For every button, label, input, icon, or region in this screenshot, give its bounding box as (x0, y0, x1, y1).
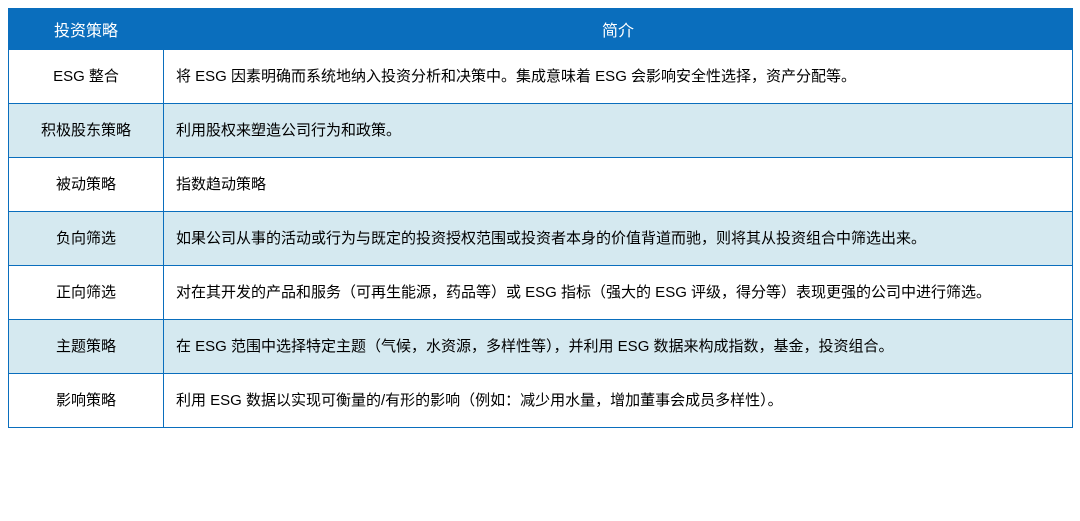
col-header-strategy: 投资策略 (9, 9, 164, 50)
table-row: ESG 整合 将 ESG 因素明确而系统地纳入投资分析和决策中。集成意味着 ES… (9, 50, 1073, 104)
cell-strategy: 负向筛选 (9, 212, 164, 266)
cell-desc: 利用 ESG 数据以实现可衡量的/有形的影响（例如：减少用水量，增加董事会成员多… (164, 374, 1073, 428)
table-row: 负向筛选 如果公司从事的活动或行为与既定的投资授权范围或投资者本身的价值背道而驰… (9, 212, 1073, 266)
col-header-desc: 简介 (164, 9, 1073, 50)
cell-strategy: 主题策略 (9, 320, 164, 374)
table-row: 正向筛选 对在其开发的产品和服务（可再生能源，药品等）或 ESG 指标（强大的 … (9, 266, 1073, 320)
cell-desc: 利用股权来塑造公司行为和政策。 (164, 104, 1073, 158)
table-header-row: 投资策略 简介 (9, 9, 1073, 50)
table-row: 主题策略 在 ESG 范围中选择特定主题（气候，水资源，多样性等），并利用 ES… (9, 320, 1073, 374)
cell-desc: 如果公司从事的活动或行为与既定的投资授权范围或投资者本身的价值背道而驰，则将其从… (164, 212, 1073, 266)
cell-strategy: 影响策略 (9, 374, 164, 428)
cell-desc: 在 ESG 范围中选择特定主题（气候，水资源，多样性等），并利用 ESG 数据来… (164, 320, 1073, 374)
esg-strategies-table: 投资策略 简介 ESG 整合 将 ESG 因素明确而系统地纳入投资分析和决策中。… (8, 8, 1073, 428)
cell-strategy: 正向筛选 (9, 266, 164, 320)
cell-strategy: 被动策略 (9, 158, 164, 212)
table-row: 积极股东策略 利用股权来塑造公司行为和政策。 (9, 104, 1073, 158)
cell-desc: 对在其开发的产品和服务（可再生能源，药品等）或 ESG 指标（强大的 ESG 评… (164, 266, 1073, 320)
table-row: 被动策略 指数趋动策略 (9, 158, 1073, 212)
cell-strategy: ESG 整合 (9, 50, 164, 104)
cell-desc: 指数趋动策略 (164, 158, 1073, 212)
cell-desc: 将 ESG 因素明确而系统地纳入投资分析和决策中。集成意味着 ESG 会影响安全… (164, 50, 1073, 104)
cell-strategy: 积极股东策略 (9, 104, 164, 158)
table-row: 影响策略 利用 ESG 数据以实现可衡量的/有形的影响（例如：减少用水量，增加董… (9, 374, 1073, 428)
table-body: ESG 整合 将 ESG 因素明确而系统地纳入投资分析和决策中。集成意味着 ES… (9, 50, 1073, 428)
